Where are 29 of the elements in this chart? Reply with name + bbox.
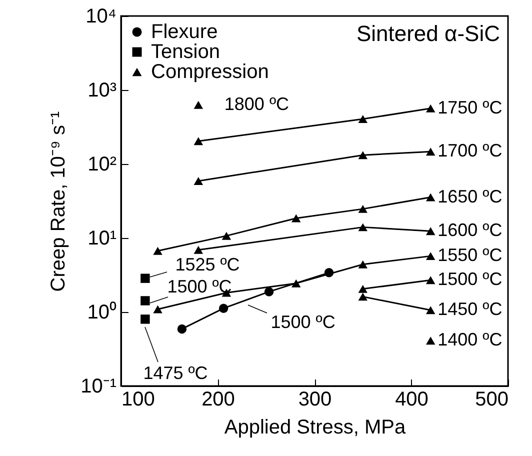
annotation: 1500 ºC — [438, 269, 502, 290]
x-tick-label: 500 — [475, 388, 508, 410]
annotation: 1475 ºC — [143, 363, 208, 384]
x-tick-label: 300 — [298, 388, 332, 410]
y-tick-label: 10⁴ — [86, 6, 116, 28]
annotation: 1500 ºC — [270, 312, 336, 332]
annotation: 1400 ºC — [438, 330, 502, 350]
y-tick-label: 10² — [88, 154, 117, 176]
x-tick-label: 100 — [122, 388, 155, 410]
annotation: 1600 ºC — [438, 220, 502, 240]
y-axis-title: Creep Rate, 10⁻⁹ s⁻¹ — [48, 110, 70, 292]
x-tick-label: 200 — [202, 388, 235, 410]
legend-label: Flexure — [151, 21, 218, 43]
annotation: 1750 ºC — [438, 97, 502, 118]
y-tick-label: 10⁻¹ — [80, 376, 117, 398]
x-axis-title: Applied Stress, MPa — [224, 416, 406, 438]
y-tick-label: 10⁰ — [87, 300, 116, 324]
annotation: 1525 ºC — [175, 254, 240, 274]
annotation: 1450 ºC — [438, 299, 502, 320]
annotation: 1800 ºC — [224, 94, 290, 114]
y-tick-label: 10¹ — [88, 228, 117, 250]
legend-label: Tension — [151, 41, 220, 63]
annotation: Sintered α-SiC — [356, 21, 500, 46]
x-tick-label: 400 — [395, 388, 428, 410]
annotation: 1650 ºC — [438, 186, 502, 206]
annotation: 1550 ºC — [438, 245, 502, 266]
annotation: 1700 ºC — [438, 140, 502, 161]
y-tick-label: 10³ — [88, 80, 117, 102]
legend-label: Compression — [151, 61, 269, 83]
